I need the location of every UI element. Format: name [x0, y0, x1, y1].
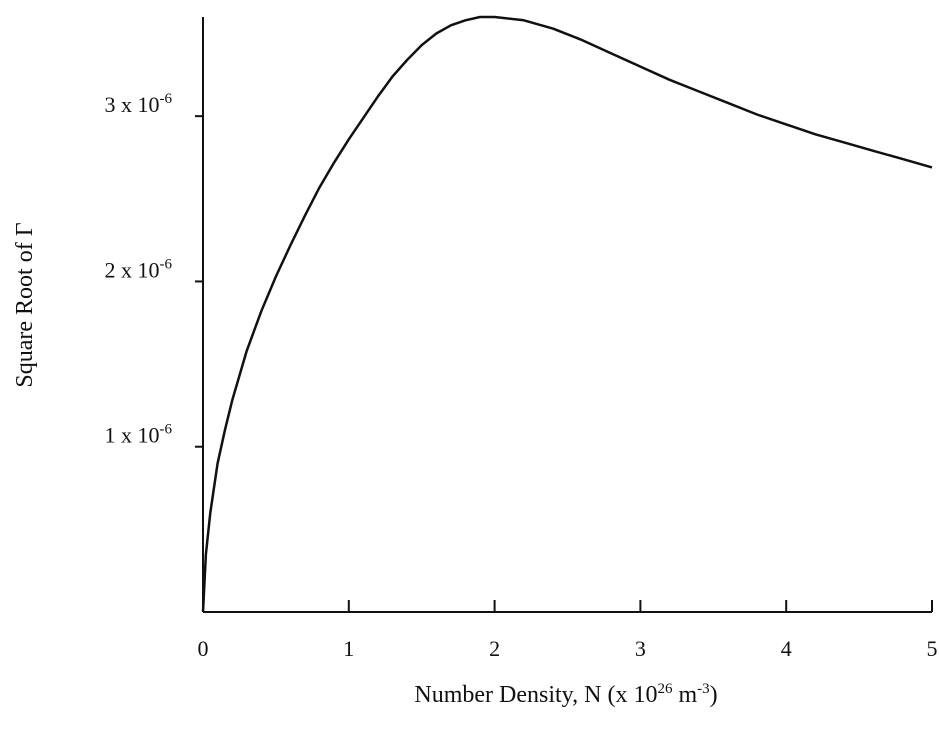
x-axis-title-exp2: -3	[697, 681, 710, 697]
y-tick-label: 2 x 10-6	[105, 256, 173, 282]
x-tick-label: 4	[781, 636, 792, 661]
x-tick-label: 3	[635, 636, 646, 661]
x-tick-label: 0	[198, 636, 209, 661]
series-layer	[201, 15, 933, 613]
x-tick-label: 5	[927, 636, 938, 661]
x-axis-title: Number Density, N (x 1026 m-3)	[414, 681, 717, 708]
x-axis-title-mid: m	[672, 682, 697, 708]
x-axis-title-exp1: 26	[657, 681, 673, 697]
y-tick-label: 1 x 10-6	[105, 422, 173, 448]
ticks: 0 1 2 3 4 5 1 x 10-6 2 x 10-6 3 x 10-6	[105, 91, 938, 661]
axes	[202, 17, 932, 613]
y-axis-title: Square Root of Γ	[12, 222, 38, 387]
series-line	[201, 15, 933, 613]
x-axis-title-prefix: Number Density, N (x 10	[414, 682, 657, 708]
x-tick-label: 2	[489, 636, 500, 661]
x-tick-label: 1	[343, 636, 354, 661]
x-axis-title-suffix: )	[710, 682, 718, 708]
y-tick-label: 3 x 10-6	[105, 91, 173, 117]
